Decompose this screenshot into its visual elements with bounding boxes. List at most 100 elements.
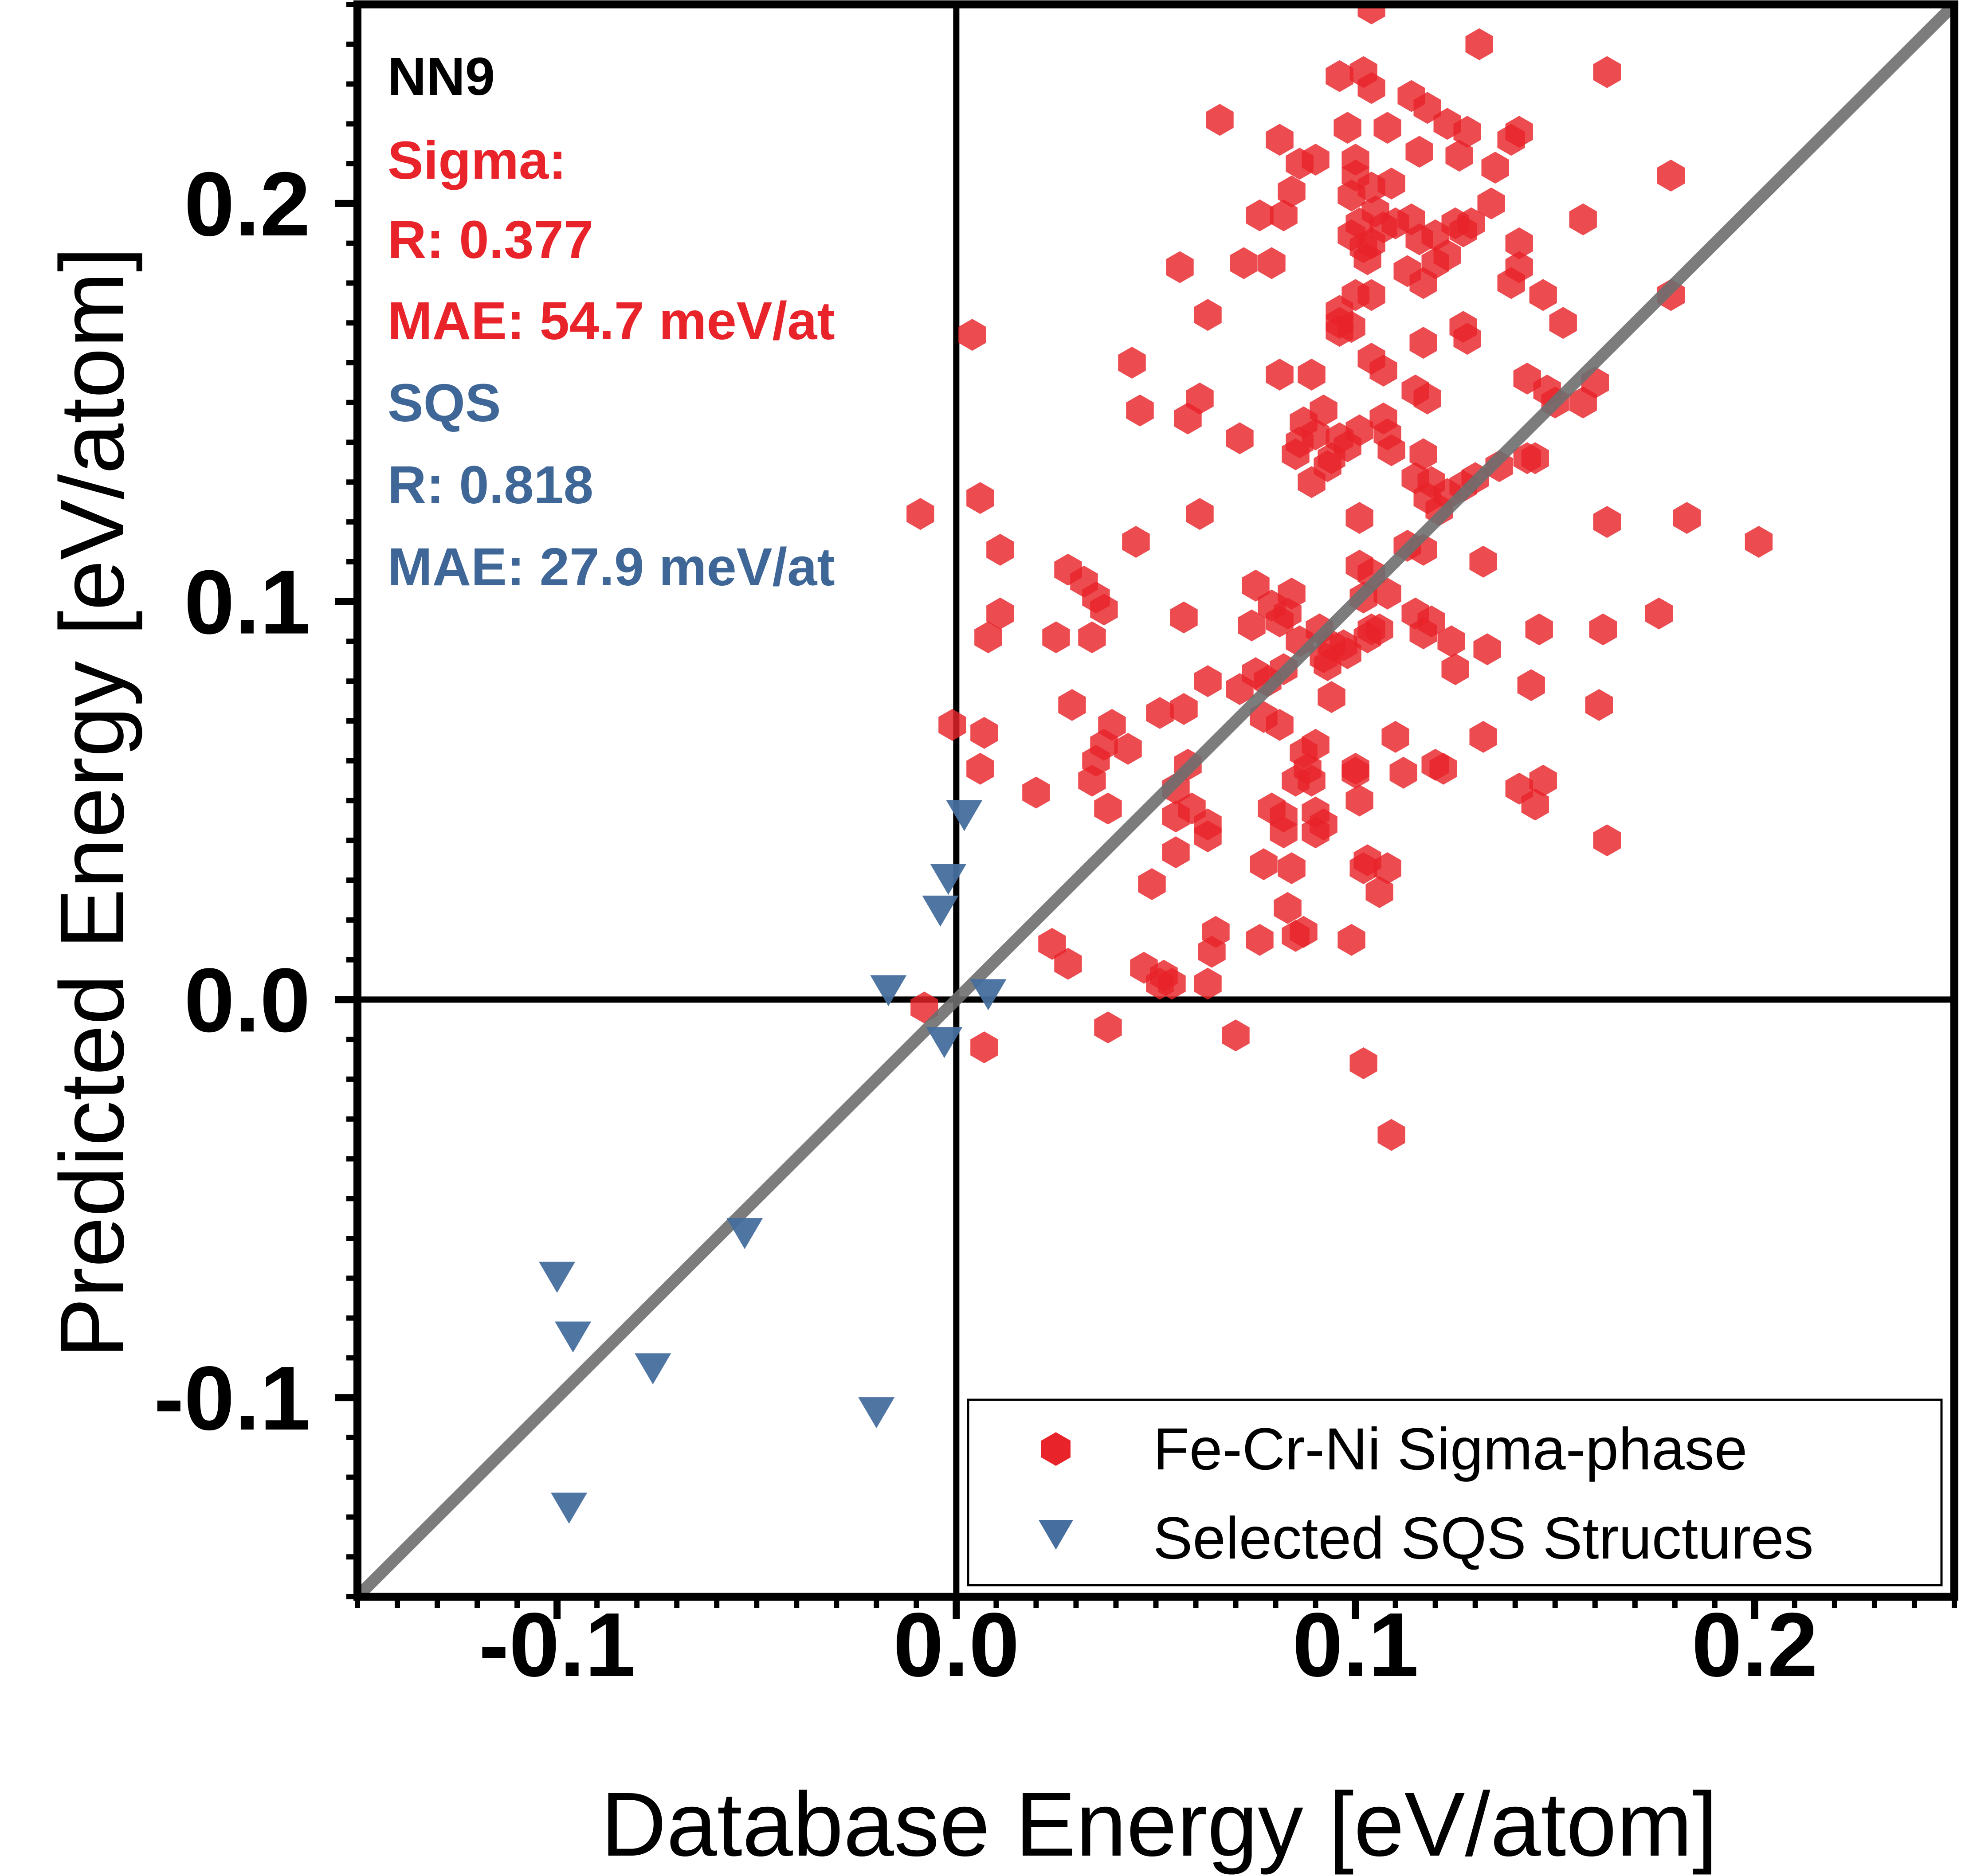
sigma-point-215 — [1278, 852, 1306, 885]
sigma-point-9 — [1333, 112, 1361, 144]
sigma-point-104 — [1298, 466, 1326, 498]
sigma-point-214 — [1250, 848, 1278, 881]
sigma-point-149 — [1078, 621, 1106, 654]
sigma-point-226 — [1198, 936, 1226, 968]
sigma-point-150 — [1170, 601, 1198, 634]
sigma-point-42 — [1569, 203, 1597, 235]
sigma-point-27 — [1278, 175, 1306, 208]
sigma-point-121 — [1745, 526, 1773, 558]
diagonal-layer — [357, 4, 1954, 1597]
sigma-point-41 — [1449, 215, 1477, 247]
sigma-point-43 — [1505, 227, 1533, 259]
sigma-point-148 — [1042, 621, 1070, 654]
sigma-point-20 — [1286, 148, 1314, 180]
sigma-point-140 — [1437, 625, 1465, 658]
legend-frame — [967, 1398, 1943, 1586]
sigma-point-145 — [1589, 613, 1617, 646]
sigma-point-178 — [1114, 732, 1142, 765]
sigma-point-65 — [1453, 323, 1481, 355]
sigma-point-129 — [1242, 569, 1270, 602]
sigma-point-98 — [1409, 438, 1437, 470]
sigma-point-166 — [1318, 681, 1345, 713]
sqs-point-11 — [551, 1492, 588, 1524]
sigma-point-146 — [986, 597, 1014, 630]
sigma-point-169 — [1146, 697, 1174, 729]
sigma-point-22 — [1481, 152, 1509, 184]
sigma-point-141 — [1473, 633, 1501, 666]
sigma-point-114 — [1593, 506, 1621, 538]
sigma-point-134 — [1238, 609, 1266, 642]
sigma-point-233 — [1158, 967, 1186, 1000]
sigma-point-72 — [1118, 347, 1146, 379]
sigma-point-187 — [1381, 721, 1409, 753]
sigma-point-143 — [1525, 613, 1553, 646]
sigma-point-67 — [1549, 307, 1577, 339]
annotation-sqs-r: R: 0.818 — [388, 454, 593, 515]
sigma-point-23 — [1657, 160, 1685, 192]
sigma-point-79 — [1413, 382, 1441, 415]
sigma-point-14 — [1497, 124, 1525, 156]
sigma-point-239 — [1349, 1047, 1377, 1079]
sigma-point-171 — [1058, 689, 1086, 721]
y-axis-title: Predicted Energy [eV/atom] — [41, 247, 143, 1359]
sigma-point-115 — [1673, 502, 1701, 534]
sigma-point-84 — [1174, 402, 1202, 435]
sigma-point-190 — [1429, 752, 1457, 785]
sigma-point-117 — [986, 533, 1014, 566]
sigma-point-160 — [1314, 649, 1341, 681]
sqs-point-9 — [635, 1353, 671, 1385]
sigma-point-197 — [1521, 788, 1549, 821]
y-tick-label: -0.1 — [154, 1347, 310, 1449]
sqs-point-0 — [946, 800, 983, 831]
sigma-point-236 — [1094, 1011, 1122, 1044]
sigma-point-147 — [974, 621, 1002, 654]
sigma-point-174 — [938, 709, 966, 741]
sigma-point-139 — [1409, 617, 1437, 650]
sqs-point-8 — [555, 1321, 592, 1353]
sqs-point-7 — [539, 1261, 576, 1293]
annotation-sigma-r: R: 0.377 — [388, 209, 593, 270]
sigma-point-173 — [1585, 689, 1613, 721]
sigma-point-200 — [1094, 792, 1122, 825]
y-tick-label: 0.1 — [184, 552, 310, 653]
sigma-point-136 — [1373, 577, 1401, 610]
sigma-point-175 — [970, 717, 998, 749]
sigma-point-69 — [1326, 315, 1353, 347]
axis-ticks: -0.1 0.0 0.1 0.2 -0.1 0.0 0.1 0.2 — [154, 2, 1957, 1696]
sigma-point-229 — [1054, 948, 1082, 980]
sigma-point-1 — [1465, 28, 1493, 60]
sigma-point-74 — [1298, 358, 1326, 391]
sigma-point-170 — [1170, 693, 1198, 725]
sigma-point-228 — [1337, 924, 1365, 956]
sigma-point-192 — [1078, 764, 1106, 797]
sigma-point-158 — [1353, 621, 1381, 654]
sqs-point-2 — [922, 895, 959, 927]
sigma-point-128 — [1090, 593, 1118, 626]
sqs-point-4 — [970, 979, 1007, 1010]
sigma-point-142 — [1441, 653, 1469, 685]
sigma-point-25 — [1377, 168, 1405, 200]
sigma-point-32 — [1270, 199, 1298, 231]
sigma-point-220 — [1138, 868, 1166, 900]
sigma-point-112 — [1186, 498, 1214, 530]
sigma-point-50 — [1166, 251, 1194, 283]
sigma-point-10 — [1373, 112, 1401, 144]
sigma-point-234 — [1194, 967, 1222, 1000]
annotation-sqs-header: SQS — [388, 372, 501, 433]
legend-triangle-down-icon — [1039, 1520, 1073, 1550]
sigma-point-8 — [1206, 104, 1234, 136]
sigma-point-53 — [1409, 267, 1437, 299]
annotation-model: NN9 — [388, 46, 495, 106]
sigma-point-97 — [1377, 434, 1405, 466]
sigma-point-238 — [1222, 1019, 1250, 1052]
legend-hexagon-icon — [1041, 1432, 1071, 1466]
sigma-point-94 — [1226, 422, 1254, 454]
sigma-point-191 — [1389, 756, 1417, 789]
diagonal-line — [357, 4, 1954, 1597]
sigma-point-225 — [1246, 924, 1274, 956]
sigma-point-71 — [1369, 354, 1397, 387]
sigma-point-198 — [966, 752, 994, 785]
sigma-point-164 — [1226, 673, 1254, 705]
sigma-point-204 — [1194, 820, 1222, 853]
sigma-point-68 — [958, 319, 986, 351]
